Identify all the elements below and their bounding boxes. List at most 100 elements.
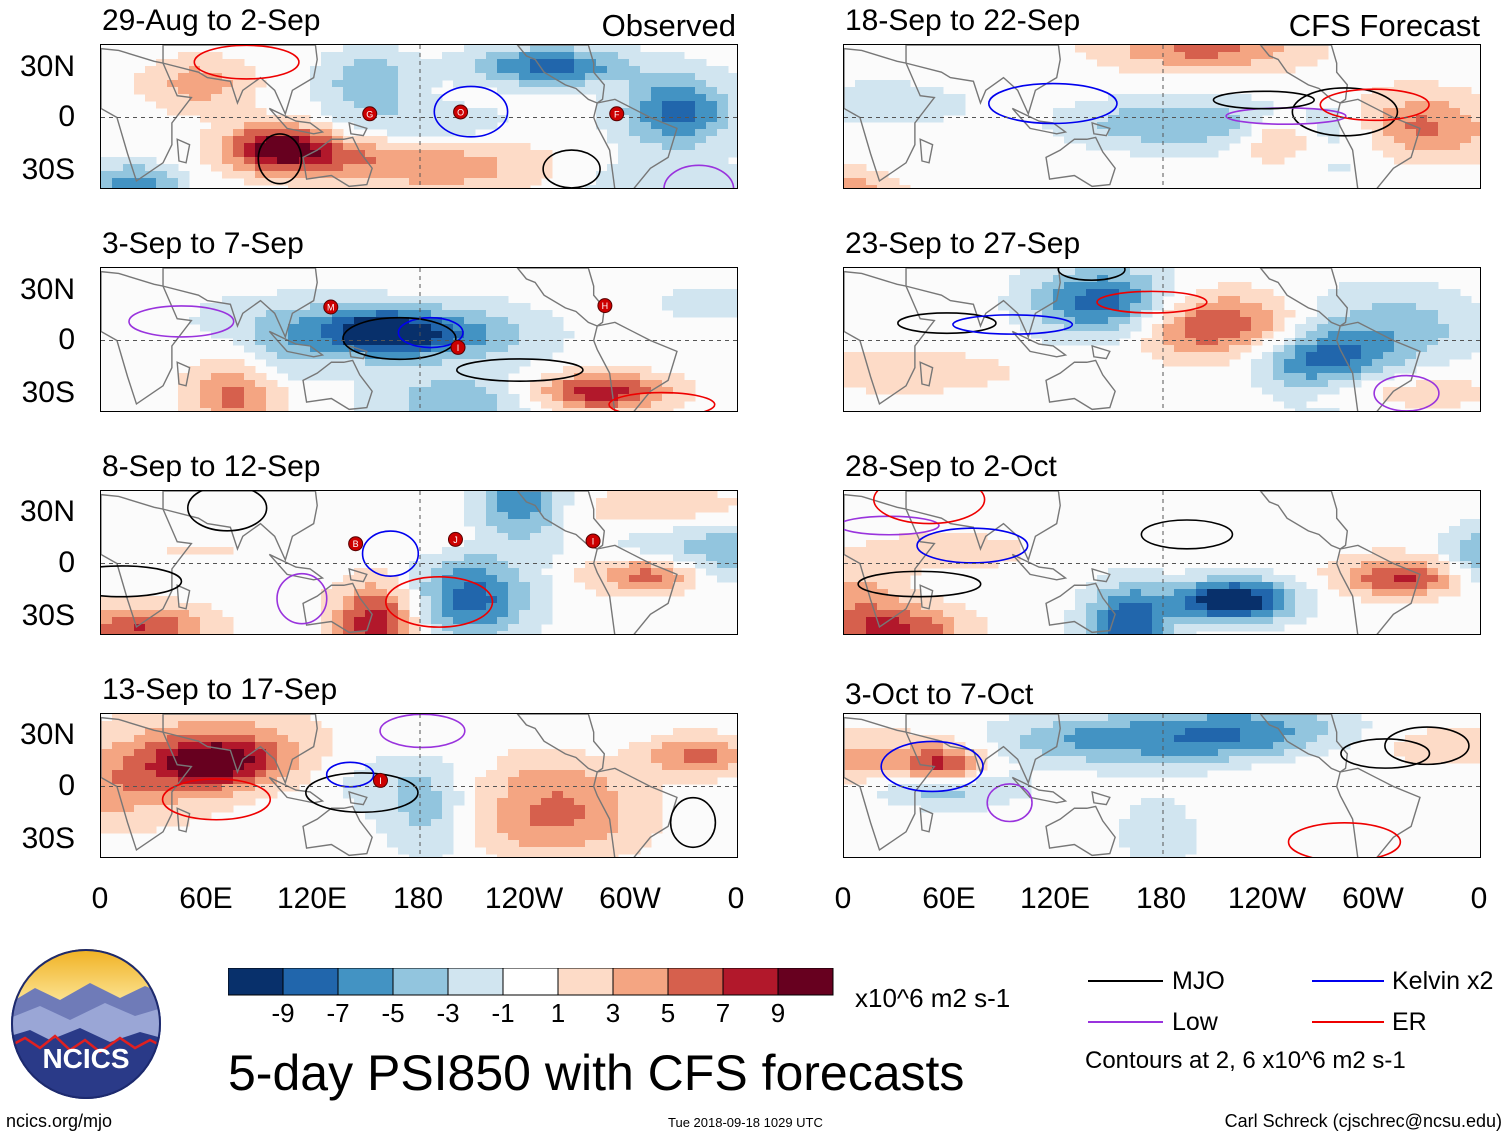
anomaly-cell bbox=[365, 178, 377, 186]
anomaly-cell bbox=[706, 533, 718, 541]
anomaly-cell bbox=[376, 136, 388, 144]
anomaly-cell bbox=[899, 631, 911, 634]
anomaly-cell bbox=[1405, 157, 1417, 165]
anomaly-cell bbox=[684, 310, 696, 318]
anomaly-cell bbox=[398, 59, 410, 67]
anomaly-cell bbox=[877, 380, 889, 388]
anomaly-cell bbox=[1152, 94, 1164, 102]
anomaly-cell bbox=[1372, 373, 1384, 381]
anomaly-cell bbox=[1174, 129, 1186, 137]
anomaly-cell bbox=[508, 561, 520, 569]
anomaly-cell bbox=[442, 366, 454, 374]
anomaly-cell bbox=[288, 345, 300, 353]
anomaly-cell bbox=[1284, 359, 1296, 367]
anomaly-cell bbox=[442, 52, 454, 60]
anomaly-cell bbox=[1031, 324, 1043, 332]
anomaly-cell bbox=[673, 59, 685, 67]
anomaly-cell bbox=[189, 66, 201, 74]
anomaly-cell bbox=[1064, 282, 1076, 290]
lon-label-0: 0 bbox=[834, 882, 852, 915]
anomaly-cell bbox=[1438, 533, 1450, 541]
anomaly-cell bbox=[475, 791, 487, 799]
anomaly-cell bbox=[211, 317, 223, 325]
anomaly-cell bbox=[1317, 359, 1329, 367]
anomaly-cell bbox=[398, 150, 410, 158]
anomaly-cell bbox=[145, 735, 157, 743]
anomaly-cell bbox=[1471, 143, 1480, 151]
anomaly-cell bbox=[442, 59, 454, 67]
anomaly-cell bbox=[552, 805, 564, 813]
anomaly-cell bbox=[409, 387, 421, 395]
anomaly-cell bbox=[299, 359, 311, 367]
anomaly-cell bbox=[618, 568, 630, 576]
anomaly-cell bbox=[530, 596, 542, 604]
anomaly-cell bbox=[354, 303, 366, 311]
anomaly-cell bbox=[376, 87, 388, 95]
anomaly-cell bbox=[541, 380, 553, 388]
anomaly-cell bbox=[1372, 94, 1384, 102]
anomaly-cell bbox=[943, 547, 955, 555]
anomaly-cell bbox=[178, 714, 190, 722]
anomaly-cell bbox=[244, 296, 256, 304]
anomaly-cell bbox=[1471, 728, 1480, 736]
anomaly-cell bbox=[519, 770, 531, 778]
anomaly-cell bbox=[519, 854, 531, 857]
anomaly-cell bbox=[728, 770, 737, 778]
anomaly-cell bbox=[464, 45, 476, 53]
anomaly-cell bbox=[1053, 338, 1065, 346]
anomaly-cell bbox=[574, 52, 586, 60]
coastline bbox=[592, 98, 678, 188]
anomaly-cell bbox=[497, 833, 509, 841]
anomaly-cell bbox=[497, 310, 509, 318]
anomaly-cell bbox=[112, 756, 124, 764]
anomaly-cell bbox=[1317, 129, 1329, 137]
anomaly-cell bbox=[1108, 589, 1120, 597]
anomaly-cell bbox=[112, 178, 124, 186]
anomaly-cell bbox=[1350, 575, 1362, 583]
anomaly-cell bbox=[1339, 721, 1351, 729]
anomaly-cell bbox=[1372, 303, 1384, 311]
anomaly-cell bbox=[387, 575, 399, 583]
anomaly-cell bbox=[563, 763, 575, 771]
anomaly-cell bbox=[932, 540, 944, 548]
anomaly-cell bbox=[596, 819, 608, 827]
anomaly-cell bbox=[464, 596, 476, 604]
anomaly-cell bbox=[1405, 296, 1417, 304]
anomaly-cell bbox=[354, 94, 366, 102]
anomaly-cell bbox=[1152, 352, 1164, 360]
anomaly-cell bbox=[189, 728, 201, 736]
anomaly-cell bbox=[1372, 359, 1384, 367]
anomaly-cell bbox=[1240, 310, 1252, 318]
anomaly-cell bbox=[442, 373, 454, 381]
anomaly-cell bbox=[1449, 338, 1461, 346]
anomaly-cell bbox=[1185, 115, 1197, 123]
anomaly-cell bbox=[343, 624, 355, 632]
anomaly-cell bbox=[1361, 289, 1373, 297]
anomaly-cell bbox=[398, 164, 410, 172]
anomaly-cell bbox=[343, 296, 355, 304]
anomaly-cell bbox=[299, 770, 311, 778]
anomaly-cell bbox=[1273, 366, 1285, 374]
anomaly-cell bbox=[387, 66, 399, 74]
anomaly-cell bbox=[943, 624, 955, 632]
anomaly-cell bbox=[1427, 324, 1439, 332]
anomaly-cell bbox=[354, 589, 366, 597]
anomaly-cell bbox=[1284, 366, 1296, 374]
anomaly-cell bbox=[541, 401, 553, 409]
anomaly-cell bbox=[1273, 617, 1285, 625]
anomaly-cell bbox=[1229, 596, 1241, 604]
anomaly-cell bbox=[1295, 52, 1307, 60]
anomaly-cell bbox=[299, 331, 311, 339]
anomaly-cell bbox=[1405, 735, 1417, 743]
anomaly-cell bbox=[1042, 721, 1054, 729]
anomaly-cell bbox=[1152, 143, 1164, 151]
anomaly-cell bbox=[684, 136, 696, 144]
anomaly-cell bbox=[1207, 624, 1219, 632]
anomaly-cell bbox=[222, 617, 234, 625]
anomaly-cell bbox=[1229, 763, 1241, 771]
anomaly-cell bbox=[1361, 108, 1373, 116]
anomaly-cell bbox=[266, 150, 278, 158]
anomaly-cell bbox=[563, 498, 575, 506]
anomaly-cell bbox=[1053, 296, 1065, 304]
anomaly-cell bbox=[1141, 582, 1153, 590]
